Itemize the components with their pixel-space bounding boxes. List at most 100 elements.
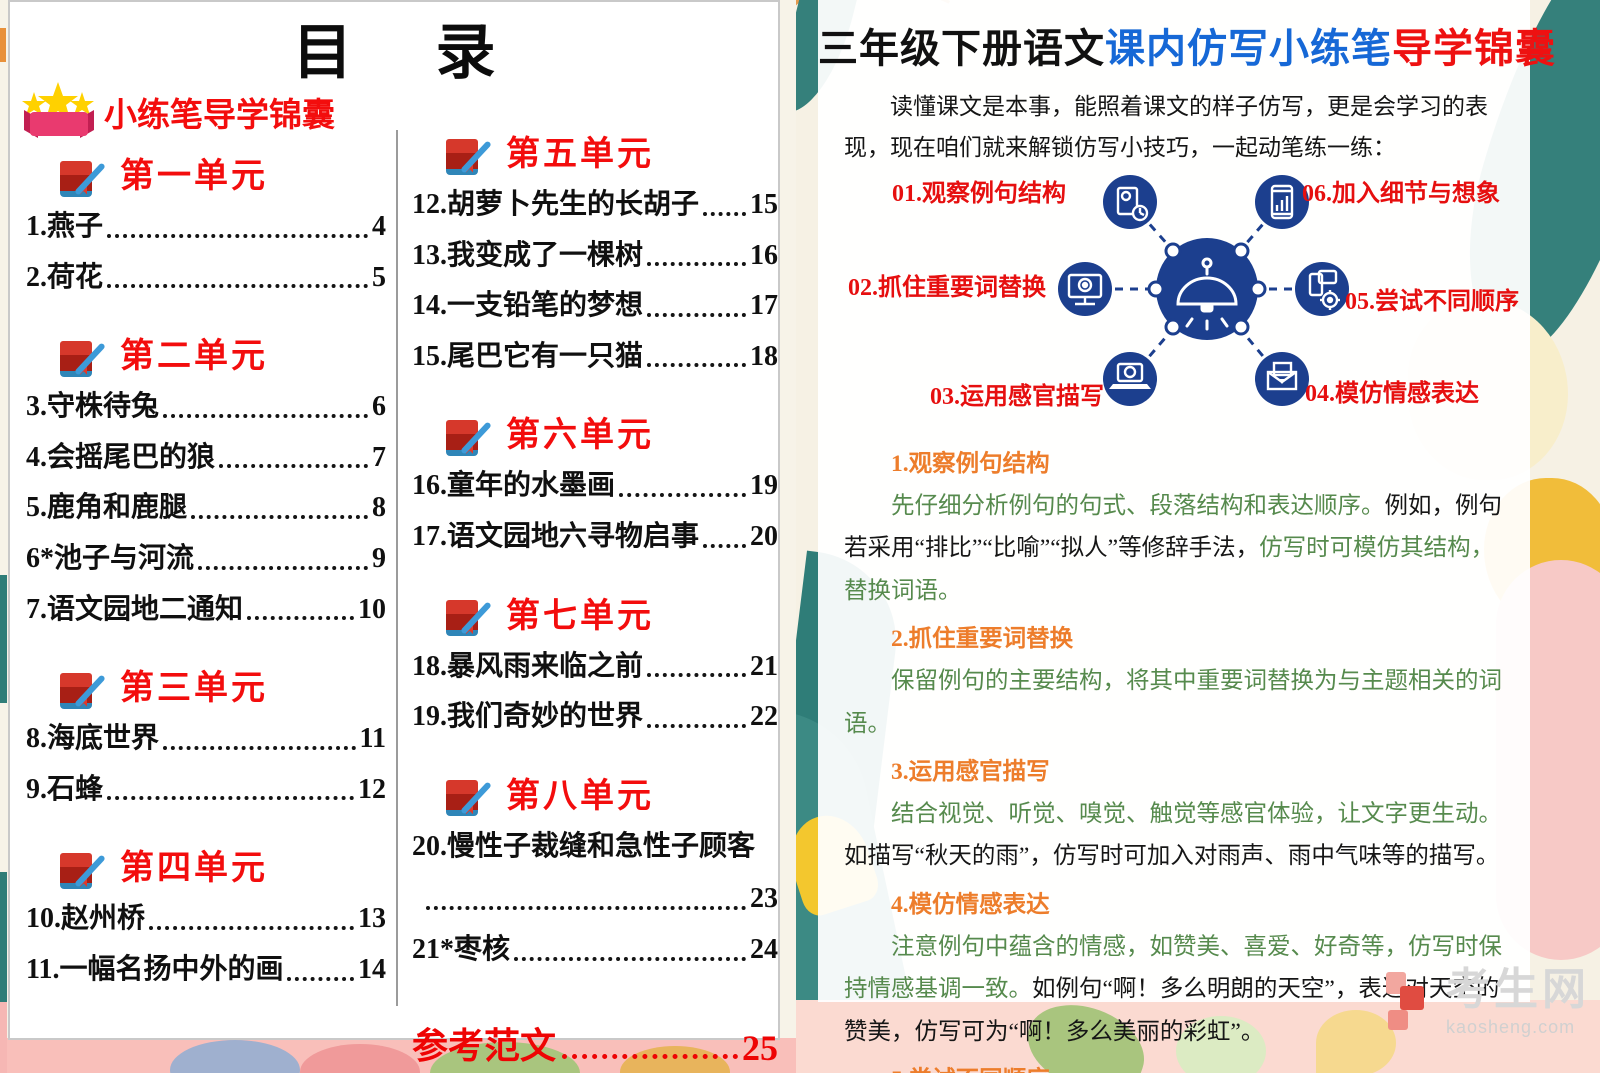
dot-leader <box>149 925 354 930</box>
section-title-1: 1.观察例句结构 <box>891 450 1050 477</box>
toc-item: 4.会摇尾巴的狼 7 <box>26 438 386 479</box>
toc-item-label: 16.童年的水墨画 <box>412 470 616 502</box>
dot-leader <box>426 905 746 910</box>
laptop-chart-icon <box>1109 362 1151 389</box>
toc-item-label: 7.语文园地二通知 <box>26 593 244 625</box>
toc-item-label: 5.鹿角和鹿腿 <box>26 492 188 524</box>
book-pencil-icon <box>58 664 106 709</box>
section-text: 注意例句中蕴含的情感，如赞美、喜爱、好奇等，仿写时保持情感基调一致。 <box>844 934 1502 1003</box>
watermark-domain: kaosheng.com <box>1446 1017 1576 1037</box>
toc-item-label: 11.一幅名扬中外的画 <box>26 953 284 985</box>
toc-item: 2.荷花 5 <box>26 258 386 299</box>
toc-page: 目 录 小练笔导学锦囊 第一单元 1.燕子 <box>8 0 780 1068</box>
tips-diagram: 01.观察例句结构 02.抓住重要词替换 03.运用感官描写 04.模仿情感表达… <box>818 171 1530 437</box>
section-body-3: 结合视觉、听觉、嗅觉、触觉等感官体验，让文字更生动。如描写“秋天的雨”，仿写时可… <box>844 793 1504 878</box>
leaf-decoration <box>1176 1016 1266 1073</box>
section-text: 结合视觉、听觉、嗅觉、触觉等感官体验，让文字更生动。 <box>891 801 1502 828</box>
toc-item-label: 2.荷花 <box>26 261 104 293</box>
toc-item: 19.我们奇妙的世界 22 <box>412 697 778 738</box>
tablet-clock-icon <box>1116 186 1149 221</box>
diagram-label-06: 06.加入细节与想象 <box>1302 180 1500 207</box>
book-pencil-icon <box>444 771 492 817</box>
guide-panel: 三年级下册语文课内仿写小练笔导学锦囊 读懂课文是本事，能照着课文的样子仿写，更是… <box>818 0 1555 1073</box>
diagram-hub <box>1156 237 1258 340</box>
dot-leader <box>107 233 368 238</box>
toc-item-label: 6*池子与河流 <box>26 542 195 574</box>
dot-leader <box>107 284 368 289</box>
monitor-camera-icon <box>1067 273 1103 305</box>
toc-column-2: 第五单元 12.胡萝卜先生的长胡子 15 13.我变成了一棵树 16 14.一支… <box>412 126 778 1069</box>
toc-item: 3.守株待兔 6 <box>26 387 386 428</box>
unit-heading-row: 第四单元 <box>58 840 386 889</box>
toc-item-label: 1.燕子 <box>26 211 104 242</box>
book-pencil-icon <box>58 844 106 889</box>
toc-item-page: 6 <box>372 391 386 423</box>
toc-item-label: 14.一支铅笔的梦想 <box>412 290 644 322</box>
edge-decoration <box>0 575 7 703</box>
lamp-icon <box>1176 257 1238 331</box>
unit-heading: 第五单元 <box>506 136 654 173</box>
unit-heading: 第四单元 <box>120 850 268 888</box>
section-text: 仿写时可模仿其结构，替换词语。 <box>844 535 1495 604</box>
toc-item: 16.童年的水墨画 19 <box>412 466 778 507</box>
toc-item-page: 17 <box>750 290 778 322</box>
toc-item: 8.海底世界 11 <box>26 719 386 760</box>
toc-item-page: 14 <box>358 953 386 985</box>
diagram-label-05: 05.尝试不同顺序 <box>1345 288 1519 315</box>
edge-decoration <box>0 1002 7 1073</box>
toc-item-page: 11 <box>359 723 386 755</box>
toc-column-1: 第一单元 1.燕子 4 2.荷花 5 第二单元 <box>26 148 386 1021</box>
toc-item-page: 23 <box>750 883 778 915</box>
dot-leader <box>647 363 746 368</box>
phone-chart-icon <box>1270 184 1294 219</box>
toc-item-label: 4.会摇尾巴的狼 <box>26 441 216 473</box>
toc-item: 1.燕子 4 <box>26 207 386 248</box>
toc-item: 10.赵州桥 13 <box>26 899 386 940</box>
book-pencil-icon <box>58 332 106 377</box>
toc-item: 6*池子与河流 9 <box>26 539 386 580</box>
toc-unit-1: 第一单元 1.燕子 4 2.荷花 5 <box>26 148 386 298</box>
devices-gear-icon <box>1308 269 1340 310</box>
unit-heading: 第三单元 <box>120 670 268 708</box>
section-text: 先仔细分析例句的句式、段落结构和表达顺序。 <box>891 493 1385 520</box>
toc-item-page: 8 <box>372 492 386 524</box>
dot-leader <box>647 312 746 317</box>
section-body-2: 保留例句的主要结构，将其中重要词替换为与主题相关的词语。 <box>844 660 1504 745</box>
toc-unit-2: 第二单元 3.守株待兔 6 4.会摇尾巴的狼 7 5.鹿角和鹿腿 8 <box>26 328 386 630</box>
toc-item-label: 20.慢性子裁缝和急性子顾客 <box>412 830 756 862</box>
book-pencil-icon <box>444 591 492 637</box>
unit-heading: 第六单元 <box>506 417 654 455</box>
toc-item-label: 9.石蜂 <box>26 773 104 805</box>
guide-title-suffix: 导学锦囊 <box>1392 26 1556 71</box>
dot-leader <box>163 413 368 418</box>
toc-item-page: 4 <box>372 211 386 242</box>
dot-leader <box>619 492 746 497</box>
toc-item: 14.一支铅笔的梦想 17 <box>412 286 778 327</box>
dot-leader <box>647 673 746 678</box>
toc-item-label: 21*枣核 <box>412 933 511 965</box>
toc-item-page: 20 <box>750 520 778 552</box>
watermark-name: 考生网 <box>1446 965 1590 1014</box>
flower-decoration <box>1316 1010 1396 1073</box>
guide-title-grade: 三年级下册语文 <box>818 26 1105 71</box>
watermark-text: 考生网 kaosheng.com <box>1446 965 1590 1037</box>
toc-unit-5: 第五单元 12.胡萝卜先生的长胡子 15 13.我变成了一棵树 16 14.一支… <box>412 126 778 377</box>
diagram-label-02: 02.抓住重要词替换 <box>848 274 1046 301</box>
toc-unit-4: 第四单元 10.赵州桥 13 11.一幅名扬中外的画 14 <box>26 840 386 990</box>
diagram-label-03: 03.运用感官描写 <box>930 383 1104 410</box>
column-divider <box>396 130 398 1006</box>
toc-item-label: 15.尾巴它有一只猫 <box>412 340 644 372</box>
toc-item: 15.尾巴它有一只猫 18 <box>412 337 778 378</box>
dot-leader <box>191 514 368 519</box>
dot-leader <box>647 723 746 728</box>
toc-item-page: 5 <box>372 261 386 293</box>
toc-item-page: 22 <box>750 701 778 733</box>
section-title-3: 3.运用感官描写 <box>891 758 1050 785</box>
toc-item-continuation: 23 <box>422 879 778 920</box>
toc-item-page: 13 <box>358 903 386 935</box>
unit-heading: 第七单元 <box>506 597 654 635</box>
toc-unit-8: 第八单元 20.慢性子裁缝和急性子顾客 23 21*枣核 24 <box>412 768 778 971</box>
unit-heading-row: 第八单元 <box>444 768 778 817</box>
toc-item-page: 15 <box>750 189 778 220</box>
